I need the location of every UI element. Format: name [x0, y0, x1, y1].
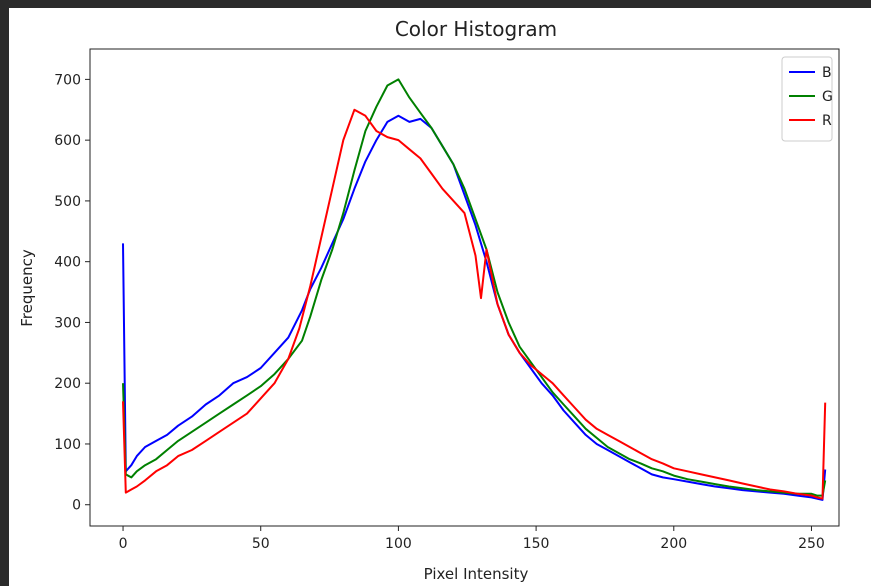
x-tick-label-5: 250 — [798, 536, 825, 552]
y-tick-label-4: 400 — [54, 255, 81, 271]
plot-area — [89, 48, 840, 527]
y-tick-label-6: 600 — [54, 133, 81, 149]
y-axis: 0 100 200 300 400 500 600 700 — [54, 72, 90, 514]
x-tick-label-0: 0 — [119, 536, 128, 552]
series-lines — [122, 78, 827, 501]
x-tick-label-3: 150 — [523, 536, 550, 552]
series-line-r — [122, 108, 827, 500]
x-tick-label-1: 50 — [252, 536, 270, 552]
y-tick-label-3: 300 — [54, 315, 81, 331]
y-axis-label: Frequency — [18, 249, 36, 327]
y-tick-label-1: 100 — [54, 437, 81, 453]
y-tick-label-5: 500 — [54, 194, 81, 210]
legend: BGR — [781, 56, 833, 142]
legend-label-r: R — [822, 113, 832, 129]
x-tick-label-2: 100 — [385, 536, 412, 552]
series-line-b — [122, 114, 827, 501]
y-tick-label-7: 700 — [54, 72, 81, 88]
y-tick-label-0: 0 — [72, 498, 81, 514]
legend-label-b: B — [822, 65, 832, 81]
x-tick-label-4: 200 — [660, 536, 687, 552]
chart-figure: Color Histogram 0 100 200 300 400 500 600 700 0… — [9, 8, 871, 586]
y-tick-label-2: 200 — [54, 376, 81, 392]
legend-label-g: G — [822, 89, 833, 105]
series-line-g — [122, 78, 827, 497]
x-axis-label: Pixel Intensity — [424, 565, 529, 583]
chart-title: Color Histogram — [395, 17, 557, 41]
x-axis: 0 50 100 150 200 250 — [119, 526, 825, 552]
